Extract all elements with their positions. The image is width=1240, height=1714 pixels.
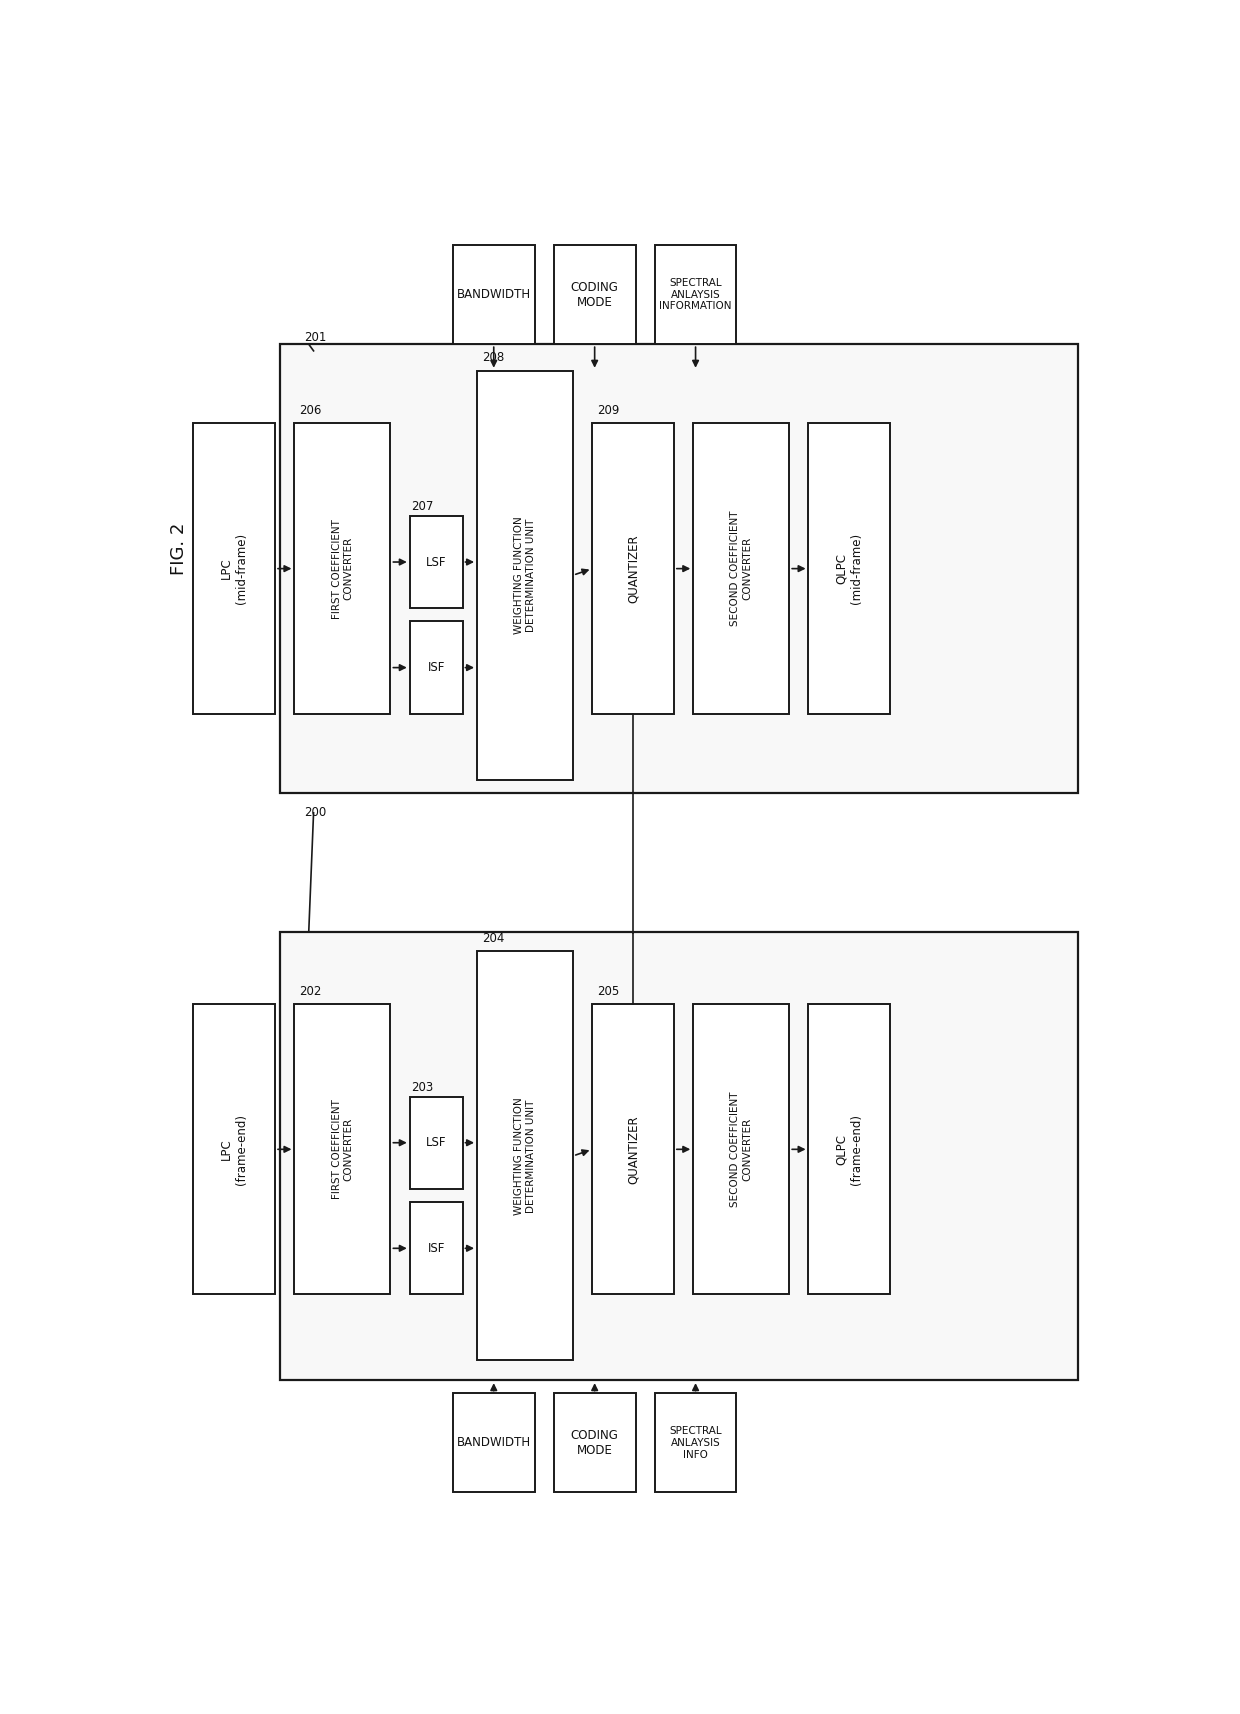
Text: SPECTRAL
ANLAYSIS
INFO: SPECTRAL ANLAYSIS INFO [670, 1426, 722, 1460]
Text: ISF: ISF [428, 662, 445, 674]
Text: ISF: ISF [428, 1243, 445, 1255]
Bar [409, 1202, 463, 1294]
Bar [280, 932, 1078, 1380]
Bar [409, 516, 463, 608]
Text: QLPC
(mid-frame): QLPC (mid-frame) [836, 533, 863, 603]
Bar [593, 1004, 675, 1294]
Text: LSF: LSF [425, 1136, 446, 1148]
Text: FIG. 2: FIG. 2 [170, 523, 188, 574]
Text: BANDWIDTH: BANDWIDTH [456, 1436, 531, 1450]
Text: SECOND COEFFICIENT
CONVERTER: SECOND COEFFICIENT CONVERTER [730, 1092, 751, 1207]
Text: LSF: LSF [425, 555, 446, 569]
Bar [453, 245, 534, 345]
Text: 206: 206 [299, 405, 321, 417]
Bar [477, 951, 573, 1361]
Text: QLPC
(frame-end): QLPC (frame-end) [836, 1114, 863, 1184]
Text: BANDWIDTH: BANDWIDTH [456, 288, 531, 302]
Text: LPC
(frame-end): LPC (frame-end) [221, 1114, 248, 1184]
Text: 203: 203 [412, 1082, 434, 1094]
Text: CODING
MODE: CODING MODE [570, 281, 619, 309]
Bar [193, 1004, 275, 1294]
Bar [453, 1393, 534, 1493]
Text: 202: 202 [299, 984, 321, 998]
Text: SECOND COEFFICIENT
CONVERTER: SECOND COEFFICIENT CONVERTER [730, 511, 751, 626]
Text: QUANTIZER: QUANTIZER [626, 535, 640, 603]
Bar [554, 1393, 636, 1493]
Bar [409, 622, 463, 713]
Text: 207: 207 [412, 500, 434, 512]
Bar [808, 423, 890, 713]
Bar [409, 1097, 463, 1190]
Text: FIRST COEFFICIENT
CONVERTER: FIRST COEFFICIENT CONVERTER [331, 1099, 353, 1200]
Bar [294, 1004, 391, 1294]
Text: LPC
(mid-frame): LPC (mid-frame) [221, 533, 248, 603]
Text: 205: 205 [596, 984, 619, 998]
Bar [693, 1004, 790, 1294]
Text: WEIGHTING FUNCTION
DETERMINATION UNIT: WEIGHTING FUNCTION DETERMINATION UNIT [515, 516, 536, 634]
Bar [477, 370, 573, 780]
Text: 200: 200 [304, 806, 326, 819]
Text: QUANTIZER: QUANTIZER [626, 1116, 640, 1184]
Bar [655, 245, 737, 345]
Bar [808, 1004, 890, 1294]
Text: 208: 208 [481, 351, 503, 363]
Bar [655, 1393, 737, 1493]
Text: FIRST COEFFICIENT
CONVERTER: FIRST COEFFICIENT CONVERTER [331, 519, 353, 619]
Text: WEIGHTING FUNCTION
DETERMINATION UNIT: WEIGHTING FUNCTION DETERMINATION UNIT [515, 1097, 536, 1215]
Bar [193, 423, 275, 713]
Bar [294, 423, 391, 713]
Bar [554, 245, 636, 345]
Bar [593, 423, 675, 713]
Text: SPECTRAL
ANLAYSIS
INFORMATION: SPECTRAL ANLAYSIS INFORMATION [660, 278, 732, 312]
Bar [280, 345, 1078, 794]
Text: 204: 204 [481, 932, 505, 944]
Text: CODING
MODE: CODING MODE [570, 1429, 619, 1457]
Bar [693, 423, 790, 713]
Text: 201: 201 [304, 331, 326, 345]
Text: 209: 209 [596, 405, 620, 417]
